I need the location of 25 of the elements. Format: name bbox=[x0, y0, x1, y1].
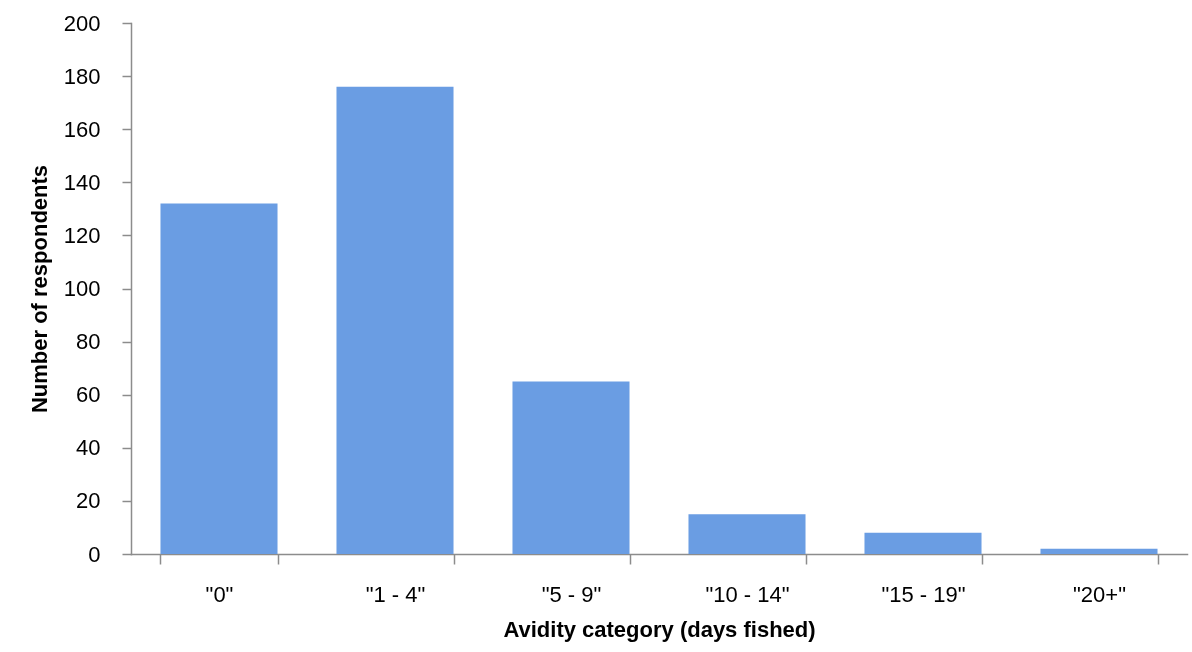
y-tick-label: 180 bbox=[63, 63, 101, 89]
x-tick-label: "10 - 14" bbox=[705, 581, 790, 607]
bar bbox=[512, 381, 630, 554]
bar bbox=[688, 514, 806, 554]
y-tick-label: 140 bbox=[63, 169, 101, 195]
x-tick-label: "0" bbox=[205, 581, 234, 607]
bar bbox=[864, 532, 982, 554]
bar bbox=[160, 203, 278, 554]
x-axis-title: Avidity category (days fished) bbox=[503, 616, 816, 642]
y-tick-label: 60 bbox=[76, 382, 101, 408]
x-tick-label: "1 - 4" bbox=[365, 581, 426, 607]
x-tick-label: "20+" bbox=[1073, 581, 1126, 607]
bar bbox=[336, 86, 454, 554]
y-tick-label: 40 bbox=[76, 435, 101, 461]
x-tick-label: "5 - 9" bbox=[541, 581, 602, 607]
y-tick-label: 160 bbox=[63, 116, 101, 142]
y-tick-label: 200 bbox=[63, 10, 101, 36]
y-tick-label: 120 bbox=[63, 222, 101, 248]
y-tick-label: 20 bbox=[76, 488, 101, 514]
y-tick-label: 100 bbox=[63, 276, 101, 301]
y-tick-label: 0 bbox=[88, 541, 101, 567]
y-tick-label: 80 bbox=[76, 329, 101, 355]
x-tick-label: "15 - 19" bbox=[881, 581, 966, 607]
y-axis-title: Number of respondents bbox=[26, 164, 52, 414]
bar bbox=[1040, 548, 1158, 554]
